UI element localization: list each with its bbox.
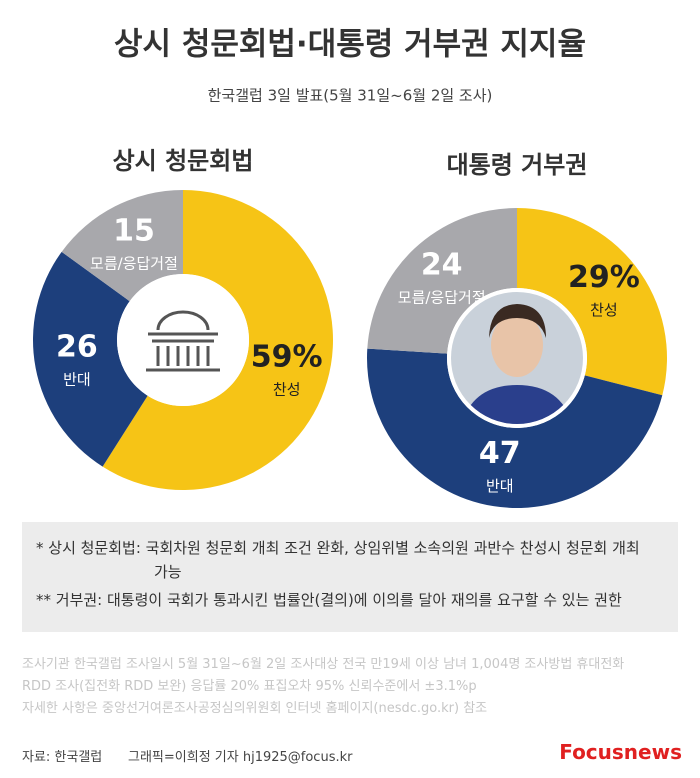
value-label: 15	[113, 213, 155, 248]
category-label: 반대	[63, 371, 91, 389]
subtitle: 한국갤럽 3일 발표(5월 31일~6월 2일 조사)	[208, 87, 493, 105]
value-label: 26	[56, 330, 98, 365]
category-label: 모름/응답거절	[90, 254, 178, 272]
value-label: 24	[421, 247, 463, 282]
donut-segment	[517, 208, 667, 396]
donut-segment	[367, 208, 517, 354]
source: 자료: 한국갤럽	[22, 750, 103, 765]
chart-title: 상시 청문회법	[113, 147, 254, 175]
note: ** 거부권: 대통령이 국회가 통과시킨 법률안(결의)에 이의를 달아 재의…	[36, 591, 622, 609]
value-label: 47	[479, 436, 521, 471]
donut-segment	[102, 190, 333, 490]
donut-segment	[32, 251, 148, 467]
credit: 그래픽=이희정 기자 hj1925@focus.kr	[128, 750, 353, 765]
value-label: 59%	[251, 340, 323, 375]
category-label: 찬성	[590, 301, 618, 319]
logo: Focusnews	[559, 740, 682, 764]
value-label: 29%	[568, 260, 640, 295]
donut-segment	[61, 190, 184, 302]
donut-segment	[367, 348, 663, 508]
assembly-icon	[146, 310, 220, 372]
category-label: 반대	[486, 477, 514, 495]
survey-line: 조사기관 한국갤럽 조사일시 5월 31일~6월 2일 조사대상 전국 만19세…	[22, 657, 625, 672]
survey-info: 조사기관 한국갤럽 조사일시 5월 31일~6월 2일 조사대상 전국 만19세…	[22, 654, 682, 720]
category-label: 모름/응답거절	[398, 288, 486, 306]
title: 상시 청문회법·대통령 거부권 지지율	[114, 27, 586, 63]
chart-area: 상시 청문회법·대통령 거부권 지지율 한국갤럽 3일 발표(5월 31일~6월…	[32, 27, 667, 508]
notes-box: * 상시 청문회법: 국회차원 청문회 개최 조건 완화, 상임위별 소속의원 …	[22, 522, 678, 632]
survey-line: 자세한 사항은 중앙선거여론조사공정심의위원회 인터넷 홈페이지(nesdc.g…	[22, 701, 488, 716]
category-label: 찬성	[273, 381, 301, 399]
chart-title: 대통령 거부권	[447, 151, 588, 179]
survey-line: RDD 조사(집전화 RDD 보완) 응답률 20% 표집오차 95% 신뢰수준…	[22, 679, 477, 694]
note: * 상시 청문회법: 국회차원 청문회 개최 조건 완화, 상임위별 소속의원 …	[36, 539, 640, 581]
